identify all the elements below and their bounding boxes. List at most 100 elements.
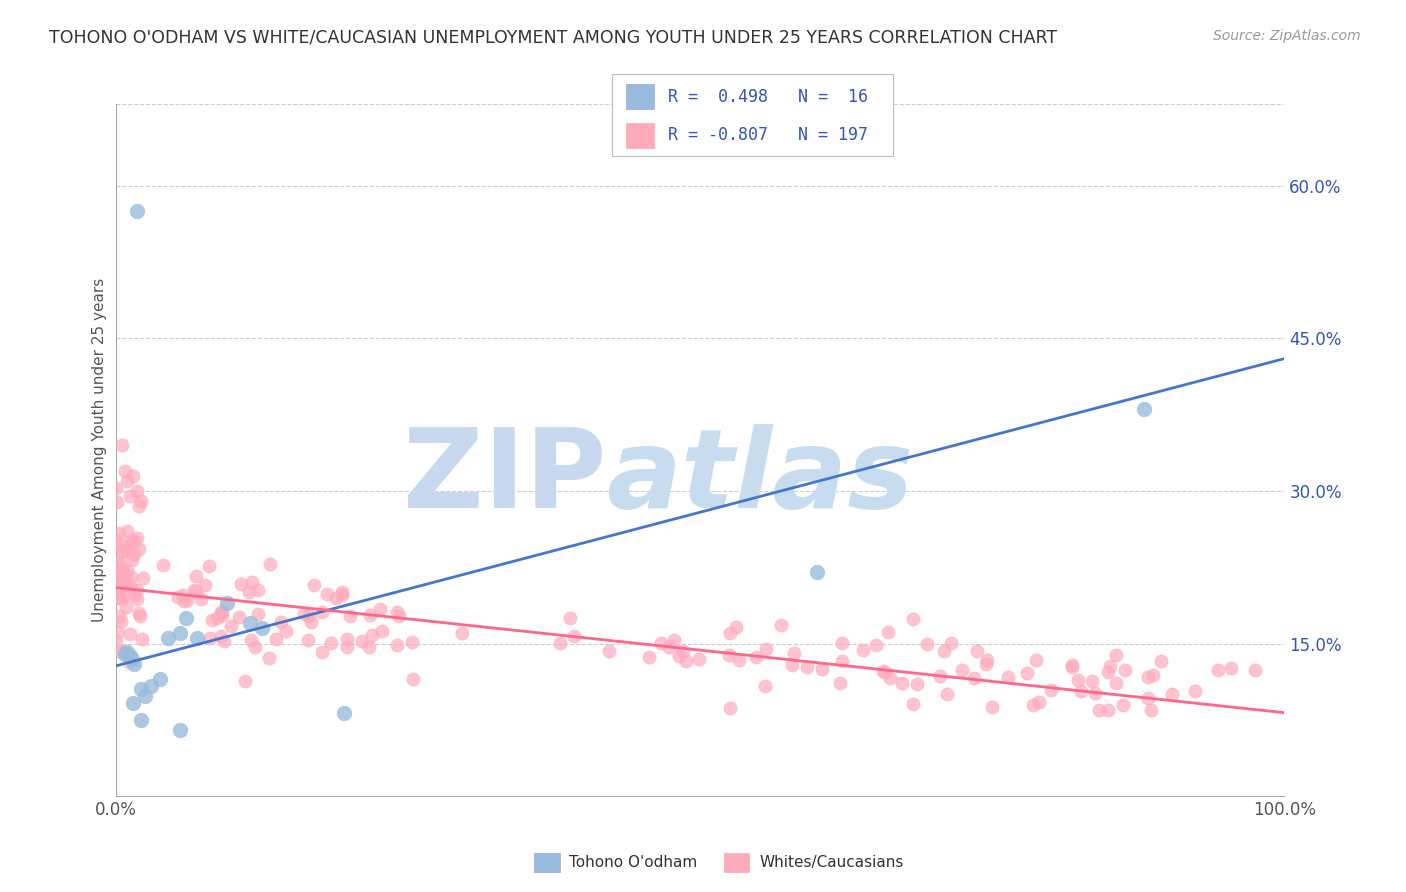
Point: [1070, 683, 1092, 698]
Point: [107, 624, 129, 639]
Point: [131, 632, 153, 646]
Point: [264, 632, 287, 646]
Point: [115, 524, 138, 538]
Point: [120, 580, 142, 594]
Point: [108, 609, 131, 624]
Point: [215, 596, 238, 610]
Point: [239, 616, 262, 631]
Point: [311, 645, 333, 659]
Text: atlas: atlas: [606, 425, 914, 532]
Point: [111, 590, 134, 604]
Point: [120, 627, 142, 641]
Point: [117, 474, 139, 488]
Point: [108, 555, 131, 569]
Point: [228, 610, 250, 624]
Point: [174, 611, 197, 625]
Point: [451, 626, 474, 640]
Point: [172, 588, 194, 602]
Point: [1112, 698, 1135, 712]
Point: [744, 650, 766, 665]
Point: [194, 578, 217, 592]
Point: [1150, 654, 1173, 668]
Point: [1062, 660, 1084, 674]
Point: [675, 654, 697, 668]
Point: [124, 533, 146, 548]
Point: [562, 629, 585, 643]
Point: [111, 564, 134, 578]
Point: [219, 619, 242, 633]
Point: [981, 699, 1004, 714]
Point: [214, 634, 236, 648]
Point: [932, 644, 955, 658]
Text: Source: ZipAtlas.com: Source: ZipAtlas.com: [1213, 29, 1361, 43]
Point: [105, 634, 128, 648]
Point: [107, 572, 129, 586]
Point: [122, 696, 145, 710]
Point: [127, 531, 149, 545]
Point: [1080, 673, 1102, 688]
Text: TOHONO O'ODHAM VS WHITE/CAUCASIAN UNEMPLOYMENT AMONG YOUTH UNDER 25 YEARS CORREL: TOHONO O'ODHAM VS WHITE/CAUCASIAN UNEMPL…: [49, 29, 1057, 46]
Point: [1097, 665, 1119, 679]
Point: [233, 674, 256, 689]
Point: [114, 647, 136, 661]
Point: [169, 723, 191, 737]
Point: [796, 660, 818, 674]
Point: [209, 629, 232, 643]
Point: [112, 544, 135, 558]
Point: [245, 640, 267, 655]
Point: [110, 564, 132, 578]
Point: [890, 676, 912, 690]
Point: [186, 584, 208, 599]
Point: [190, 591, 212, 606]
Point: [831, 654, 853, 668]
Point: [128, 499, 150, 513]
Point: [769, 617, 792, 632]
Point: [558, 610, 581, 624]
Point: [385, 638, 408, 652]
Point: [1062, 658, 1084, 673]
Point: [966, 644, 988, 658]
Point: [152, 558, 174, 573]
Point: [1137, 670, 1160, 684]
Point: [186, 569, 208, 583]
Point: [865, 638, 887, 652]
Point: [108, 579, 131, 593]
Point: [134, 690, 156, 704]
Point: [1105, 648, 1128, 662]
Point: [186, 632, 208, 646]
Point: [548, 636, 571, 650]
Point: [128, 542, 150, 557]
Point: [718, 625, 741, 640]
Point: [105, 565, 128, 579]
Point: [115, 541, 138, 555]
Point: [111, 544, 134, 558]
Point: [239, 633, 262, 648]
Point: [115, 563, 138, 577]
Point: [1025, 653, 1047, 667]
Point: [1017, 665, 1039, 680]
Point: [157, 632, 180, 646]
Point: [176, 592, 198, 607]
Point: [315, 587, 337, 601]
Point: [917, 637, 939, 651]
Point: [250, 621, 273, 635]
Point: [292, 607, 315, 622]
Point: [717, 648, 740, 662]
Point: [108, 591, 131, 605]
Point: [936, 687, 959, 701]
Point: [131, 494, 153, 508]
Point: [114, 571, 136, 585]
Point: [169, 626, 191, 640]
Point: [105, 533, 128, 548]
Point: [121, 652, 143, 666]
Point: [311, 605, 333, 619]
Point: [114, 600, 136, 615]
Point: [976, 653, 998, 667]
Point: [339, 608, 361, 623]
Point: [387, 605, 409, 619]
Point: [688, 652, 710, 666]
Point: [108, 525, 131, 540]
Point: [110, 438, 132, 452]
Point: [299, 615, 322, 630]
Point: [1142, 668, 1164, 682]
